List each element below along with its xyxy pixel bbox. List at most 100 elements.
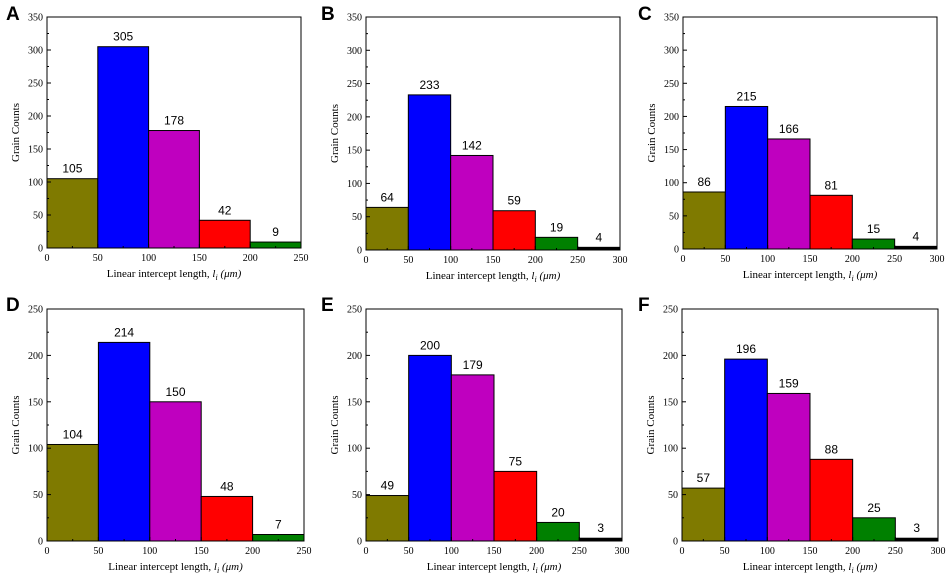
y-tick-label: 50 bbox=[33, 490, 43, 501]
panel-letter: C bbox=[638, 4, 652, 25]
x-tick-label: 150 bbox=[803, 254, 818, 265]
y-tick-label: 100 bbox=[663, 444, 678, 455]
y-tick-label: 100 bbox=[347, 179, 362, 190]
x-axis-label: Linear intercept length, li (μm) bbox=[743, 269, 878, 283]
x-tick-label: 200 bbox=[845, 254, 860, 265]
bar-value-label: 200 bbox=[420, 338, 440, 352]
y-tick-label: 100 bbox=[347, 444, 362, 455]
y-tick-label: 250 bbox=[28, 79, 43, 90]
bar bbox=[365, 495, 410, 542]
y-tick-label: 50 bbox=[352, 490, 362, 501]
y-tick-label: 250 bbox=[663, 305, 678, 316]
y-tick-label: 150 bbox=[28, 397, 43, 408]
x-tick-label: 50 bbox=[720, 254, 730, 265]
bar-value-label: 166 bbox=[779, 122, 799, 136]
bar-value-label: 4 bbox=[595, 230, 602, 244]
x-tick-label: 200 bbox=[528, 255, 543, 266]
chart-panel-b: B 64 233 142 59 19 4 0 50 100 150 200 250 300 0 50 100 15… bbox=[321, 4, 628, 284]
x-axis-label: Linear intercept length, li (μm) bbox=[743, 561, 878, 575]
x-axis-label: Linear intercept length, li (μm) bbox=[107, 268, 242, 282]
x-tick-label: 50 bbox=[93, 546, 103, 557]
bar-value-label: 57 bbox=[697, 471, 711, 485]
y-tick-label: 200 bbox=[347, 112, 362, 123]
bar bbox=[149, 401, 202, 542]
y-tick-label: 50 bbox=[352, 212, 362, 223]
bar bbox=[724, 105, 769, 250]
y-axis-label: Grain Counts bbox=[329, 396, 341, 455]
bar bbox=[46, 178, 99, 249]
bar bbox=[724, 358, 768, 542]
panel-letter: D bbox=[6, 295, 20, 316]
y-tick-label: 50 bbox=[668, 490, 678, 501]
y-axis-label: Grain Counts bbox=[646, 104, 658, 163]
y-tick-label: 200 bbox=[663, 351, 678, 362]
y-axis-label: Grain Counts bbox=[329, 104, 341, 163]
y-tick-label: 0 bbox=[673, 537, 678, 548]
x-axis-label: Linear intercept length, li (μm) bbox=[426, 270, 561, 284]
bar bbox=[809, 458, 854, 542]
y-axis-label: Grain Counts bbox=[10, 103, 22, 162]
y-tick-label: 200 bbox=[347, 351, 362, 362]
bar-value-label: 42 bbox=[218, 203, 232, 217]
x-tick-label: 150 bbox=[194, 546, 209, 557]
y-tick-label: 50 bbox=[33, 211, 43, 222]
x-tick-label: 200 bbox=[243, 253, 258, 264]
x-axis-label: Linear intercept length, li (μm) bbox=[108, 561, 243, 575]
chart-panel-f: F 57 196 159 88 25 3 0 50 100 150 200 250 300 0 50 100 15… bbox=[638, 295, 946, 575]
y-tick-label: 100 bbox=[28, 178, 43, 189]
bar bbox=[97, 341, 151, 542]
bar bbox=[450, 374, 495, 542]
y-tick-label: 0 bbox=[357, 246, 362, 257]
bar-value-label: 15 bbox=[867, 222, 881, 236]
y-tick-label: 250 bbox=[347, 305, 362, 316]
bar bbox=[852, 517, 896, 542]
bar-value-label: 7 bbox=[275, 518, 282, 532]
bar bbox=[148, 130, 200, 249]
y-tick-label: 150 bbox=[347, 397, 362, 408]
bar-value-label: 305 bbox=[113, 30, 133, 44]
bar-value-label: 215 bbox=[736, 89, 756, 103]
bar-value-label: 3 bbox=[597, 521, 604, 535]
x-tick-label: 250 bbox=[572, 546, 587, 557]
y-tick-label: 300 bbox=[664, 46, 679, 57]
y-tick-label: 50 bbox=[669, 211, 679, 222]
y-tick-label: 0 bbox=[674, 245, 679, 256]
y-tick-label: 100 bbox=[664, 178, 679, 189]
x-axis-label: Linear intercept length, li (μm) bbox=[427, 561, 562, 575]
panel-letter: E bbox=[321, 295, 334, 316]
bar bbox=[809, 194, 853, 250]
panel-letter: B bbox=[321, 4, 335, 25]
x-tick-label: 0 bbox=[681, 254, 686, 265]
bar-value-label: 4 bbox=[912, 229, 919, 243]
x-tick-label: 0 bbox=[680, 546, 685, 557]
bar-value-label: 3 bbox=[913, 521, 920, 535]
x-tick-label: 100 bbox=[760, 254, 775, 265]
panel-letter: F bbox=[638, 295, 650, 316]
bar bbox=[46, 443, 99, 542]
x-tick-label: 200 bbox=[529, 546, 544, 557]
bar-value-label: 48 bbox=[220, 479, 234, 493]
y-tick-label: 150 bbox=[347, 146, 362, 157]
bar bbox=[492, 210, 536, 251]
bar bbox=[200, 495, 254, 542]
x-tick-label: 300 bbox=[930, 254, 945, 265]
bar-value-label: 49 bbox=[381, 479, 395, 493]
bar-value-label: 20 bbox=[551, 505, 565, 519]
x-tick-label: 50 bbox=[93, 253, 103, 264]
bar-value-label: 104 bbox=[63, 427, 83, 441]
x-tick-label: 200 bbox=[845, 546, 860, 557]
y-tick-label: 300 bbox=[347, 46, 362, 57]
bar bbox=[198, 219, 251, 249]
y-tick-label: 0 bbox=[38, 537, 43, 548]
bar bbox=[681, 487, 726, 542]
bar-value-label: 214 bbox=[114, 325, 134, 339]
chart-panel-a: A 105 305 178 42 9 0 50 100 150 200 250 0 50 100 150 200… bbox=[6, 4, 309, 282]
x-tick-label: 250 bbox=[297, 546, 312, 557]
x-tick-label: 150 bbox=[803, 546, 818, 557]
x-tick-label: 300 bbox=[615, 546, 630, 557]
chart-panel-e: E 49 200 179 75 20 3 0 50 100 150 200 250 300 0 50 100 15… bbox=[321, 295, 630, 575]
x-tick-label: 250 bbox=[888, 546, 903, 557]
x-tick-label: 0 bbox=[364, 255, 369, 266]
x-tick-label: 150 bbox=[192, 253, 207, 264]
x-tick-label: 0 bbox=[45, 546, 50, 557]
